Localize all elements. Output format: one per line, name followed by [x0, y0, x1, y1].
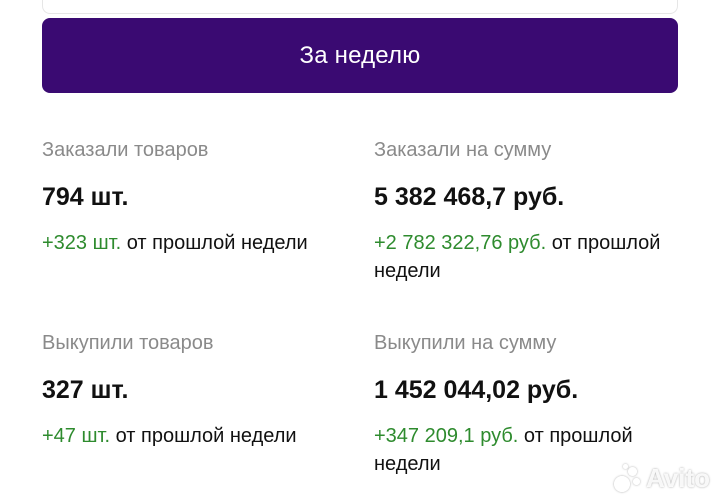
stat-delta: +47 шт. от прошлой недели	[42, 422, 362, 450]
delta-suffix: от прошлой недели	[374, 232, 661, 282]
avito-watermark: Avito	[612, 463, 710, 494]
stat-label: Заказали на сумму	[374, 139, 552, 161]
top-card-edge	[42, 0, 678, 14]
stat-value: 327 шт.	[42, 376, 129, 404]
stat-bought-sum: Выкупили на сумму 1 452 044,02 руб. +347…	[374, 330, 674, 478]
delta-amount: +323 шт.	[42, 232, 122, 254]
stat-value: 1 452 044,02 руб.	[374, 376, 579, 404]
stat-label: Выкупили на сумму	[374, 332, 557, 354]
delta-suffix: от прошлой недели	[110, 425, 297, 447]
avito-logo-icon	[612, 463, 642, 494]
delta-amount: +47 шт.	[42, 425, 111, 447]
stat-delta: +2 782 322,76 руб. от прошлой недели	[374, 229, 674, 285]
stat-label: Заказали товаров	[42, 139, 209, 161]
delta-suffix: от прошлой недели	[374, 425, 633, 475]
watermark-text: Avito	[645, 463, 710, 493]
delta-amount: +2 782 322,76 руб.	[374, 232, 547, 254]
stat-delta: +323 шт. от прошлой недели	[42, 229, 362, 257]
delta-suffix: от прошлой недели	[121, 232, 308, 254]
period-week-button[interactable]: За неделю	[42, 18, 678, 93]
stat-ordered-items: Заказали товаров 794 шт. +323 шт. от про…	[42, 137, 362, 257]
stat-label: Выкупили товаров	[42, 332, 214, 354]
delta-amount: +347 209,1 руб.	[374, 425, 519, 447]
stat-delta: +347 209,1 руб. от прошлой недели	[374, 422, 674, 478]
stat-ordered-sum: Заказали на сумму 5 382 468,7 руб. +2 78…	[374, 137, 674, 285]
stat-value: 5 382 468,7 руб.	[374, 183, 565, 211]
stat-bought-items: Выкупили товаров 327 шт. +47 шт. от прош…	[42, 330, 362, 450]
stat-value: 794 шт.	[42, 183, 129, 211]
